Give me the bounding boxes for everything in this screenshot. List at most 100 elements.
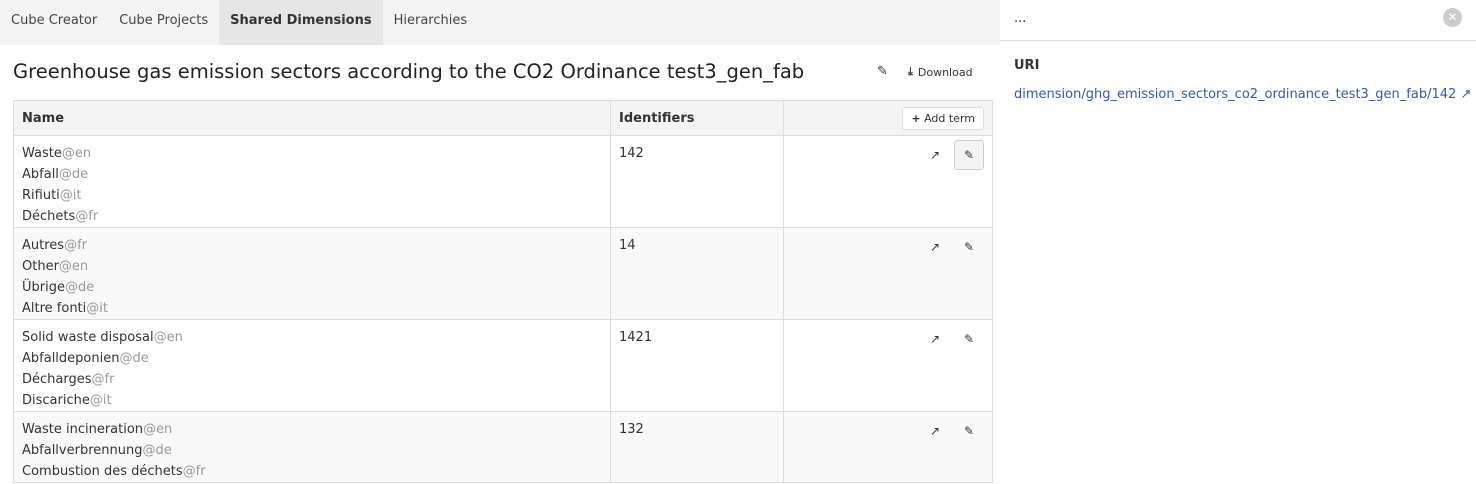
term-identifier: 132 [610,411,784,483]
open-term-button[interactable]: ↗ [920,140,950,170]
label-text: Waste incineration [22,422,144,437]
download-icon: ⤓ [908,65,913,78]
detail-panel: ... ✕ URI dimension/ghg_emission_sectors… [1000,0,1476,484]
pencil-icon: ✎ [963,239,975,254]
pencil-icon: ✎ [963,331,975,346]
term-name: Discariche@it [22,390,602,411]
table-row: Waste incineration@en Abfallverbrennung@d… [13,411,993,483]
term-name: Waste@en [22,143,602,164]
term-name: Combustion des déchets@fr [22,461,602,482]
language-tag: @en [61,146,92,161]
tab-shared-dimensions[interactable]: Shared Dimensions [219,0,383,45]
external-link-icon: ↗ [929,239,941,254]
external-link-icon: ↗ [929,331,941,346]
download-button[interactable]: ⤓ Download [908,65,973,79]
language-tag: @fr [182,464,206,479]
open-term-button[interactable]: ↗ [920,232,950,262]
term-name: Abfall@de [22,164,602,185]
uri-label: URI [1014,58,1040,73]
add-term-button[interactable]: + Add term [902,106,984,130]
language-tag: @en [153,330,183,345]
language-tag: @de [119,351,149,366]
label-text: Combustion des déchets [22,464,183,479]
label-text: Abfallverbrennung [22,443,143,458]
term-name: Abfalldeponien@de [22,348,602,369]
label-text: Déchets [22,209,76,224]
term-names: Solid waste disposal@en Abfalldeponien@de… [13,319,611,412]
open-term-button[interactable]: ↗ [920,416,950,446]
edit-dimension-button[interactable]: ✎ [877,64,888,79]
tab-hierarchies[interactable]: Hierarchies [393,13,468,28]
label-text: Waste [22,146,62,161]
term-identifier: 142 [610,135,784,228]
term-name: Rifiuti@it [22,185,602,206]
external-link-icon: ↗ [929,423,941,438]
add-term-label: Add term [924,111,975,125]
pencil-icon: ✎ [877,64,888,79]
label-text: Übrige [22,280,65,295]
page-title: Greenhouse gas emission sectors accordin… [13,60,805,83]
label-text: Other [22,259,59,274]
language-tag: @en [143,422,173,437]
row-actions: ↗ ✎ [783,135,993,228]
language-tag: @de [58,167,89,182]
close-icon: ✕ [1447,10,1458,24]
label-text: Altre fonti [22,301,87,316]
panel-title: ... [1000,0,1476,41]
row-actions: ↗ ✎ [783,227,993,320]
edit-term-button[interactable]: ✎ [954,416,984,446]
top-nav: Cube Creator Cube Projects Shared Dimens… [0,0,1000,45]
column-header-identifiers: Identifiers [610,100,784,136]
label-text: Rifiuti [22,188,60,203]
language-tag: @de [142,443,172,458]
row-actions: ↗ ✎ [783,411,993,483]
term-name: Übrige@de [22,277,602,298]
language-tag: @it [89,393,112,408]
tab-cube-projects[interactable]: Cube Projects [119,13,209,28]
term-name: Solid waste disposal@en [22,327,602,348]
uri-link[interactable]: dimension/ghg_emission_sectors_co2_ordin… [1014,87,1471,102]
language-tag: @it [86,301,108,316]
label-text: Autres [22,238,65,253]
term-name: Autres@fr [22,235,602,256]
term-names: Waste@en Abfall@de Rifiuti@it Déchets@fr [13,135,611,228]
language-tag: @fr [64,238,87,253]
term-identifier: 14 [610,227,784,320]
term-name: Waste incineration@en [22,419,602,440]
label-text: Discariche [22,393,90,408]
edit-term-button[interactable]: ✎ [954,232,984,262]
language-tag: @de [64,280,95,295]
pencil-icon: ✎ [963,147,975,162]
label-text: Abfalldeponien [22,351,120,366]
language-tag: @fr [91,372,115,387]
term-names: Waste incineration@en Abfallverbrennung@d… [13,411,611,483]
column-header-actions: + Add term [783,100,993,136]
close-panel-button[interactable]: ✕ [1443,8,1462,27]
term-identifier: 1421 [610,319,784,412]
external-link-icon: ↗ [929,147,941,162]
term-name: Abfallverbrennung@de [22,440,602,461]
edit-term-button[interactable]: ✎ [954,324,984,354]
tab-cube-creator[interactable]: Cube Creator [11,13,98,28]
terms-table: Name Identifiers + Add term Waste@en Abfa… [13,100,993,483]
term-name: Altre fonti@it [22,298,602,319]
column-header-name: Name [13,100,611,136]
label-text: Abfall [22,167,59,182]
main-pane: Cube Creator Cube Projects Shared Dimens… [0,0,1000,483]
language-tag: @en [58,259,89,274]
row-actions: ↗ ✎ [783,319,993,412]
term-names: Autres@fr Other@en Übrige@de Altre fonti@it [13,227,611,320]
external-link-icon: ↗ [1460,87,1472,102]
language-tag: @fr [75,209,99,224]
table-row: Autres@fr Other@en Übrige@de Altre fonti@it… [13,227,993,320]
label-text: Solid waste disposal [22,330,154,345]
pencil-icon: ✎ [963,423,975,438]
term-name: Other@en [22,256,602,277]
table-row: Solid waste disposal@en Abfalldeponien@de… [13,319,993,412]
edit-term-button[interactable]: ✎ [954,140,984,170]
term-name: Décharges@fr [22,369,602,390]
download-label: Download [917,65,973,79]
uri-text: dimension/ghg_emission_sectors_co2_ordin… [1014,87,1457,102]
language-tag: @it [59,188,82,203]
open-term-button[interactable]: ↗ [920,324,950,354]
